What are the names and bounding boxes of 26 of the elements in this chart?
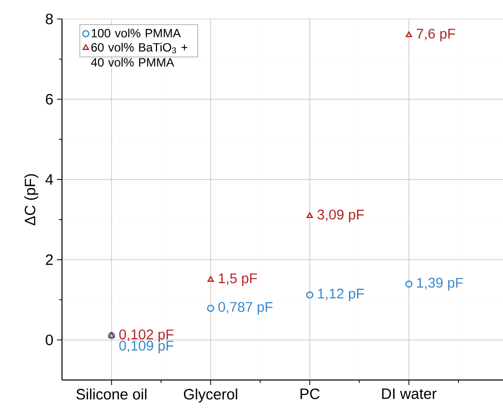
data-label: 0,102 pF — [119, 329, 174, 342]
data-label: 3,09 pF — [317, 210, 364, 222]
y-tick-label: 4 — [45, 174, 54, 185]
data-label: 1,5 pF — [218, 273, 257, 286]
y-tick-label: 0 — [46, 334, 53, 346]
y-tick-label: 6 — [46, 94, 53, 105]
data-label: 0,787 pF — [218, 302, 273, 315]
legend-label: 100 vol% PMMA — [92, 28, 181, 38]
point — [306, 291, 314, 299]
point — [406, 31, 412, 38]
x-tick-label: Silicone oil — [76, 388, 146, 400]
x-tick-label: DI water — [382, 388, 437, 399]
point — [207, 304, 214, 312]
y-tick-label: 2 — [46, 254, 53, 265]
data-label: 0,109 pF — [119, 340, 174, 354]
x-tick-label: Glycerol — [184, 388, 238, 402]
data-label: 1,39 pF — [417, 278, 463, 290]
point — [405, 280, 412, 288]
point — [306, 212, 313, 218]
point — [207, 276, 214, 282]
data-label: 7,6 pF — [416, 28, 456, 42]
data-label: 1,12 pF — [318, 288, 364, 302]
x-tick-label: PC — [300, 388, 320, 400]
legend-label: 60 vol% BaTiO$_{3}$ + 40 vol% PMMA — [91, 42, 188, 67]
y-axis-title: ΔC (pF) — [24, 174, 38, 226]
y-tick-label: 8 — [46, 14, 53, 24]
